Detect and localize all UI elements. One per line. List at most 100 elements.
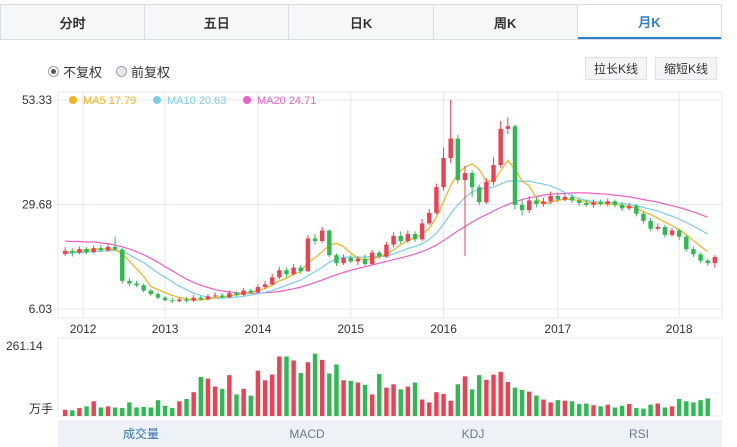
radio-label: 不复权 (63, 65, 103, 80)
candle-body (255, 287, 261, 293)
candle (462, 165, 468, 257)
candle (205, 294, 211, 301)
candle-body (491, 165, 496, 182)
candle-body (498, 128, 503, 166)
candle-body (591, 202, 596, 205)
tab-fenshi[interactable]: 分时 (1, 5, 146, 39)
candle-body (248, 290, 253, 293)
volume-bar (155, 400, 161, 416)
candle (434, 183, 439, 215)
candle-body (505, 126, 511, 129)
tab-kdj[interactable]: KDJ (461, 426, 485, 441)
candle (655, 223, 660, 231)
volume-bar (427, 402, 432, 416)
volume-bar (77, 408, 82, 416)
volume-bar (327, 373, 332, 416)
candle-body (484, 181, 489, 203)
candle-body (298, 267, 303, 272)
candle (555, 192, 560, 203)
candle-body (341, 257, 346, 264)
adjust-radio-group: 不复权 前复权 (48, 62, 170, 81)
candle (241, 287, 246, 296)
tab-macd[interactable]: MACD (289, 426, 325, 441)
volume-bar (619, 405, 625, 416)
volume-bar (134, 407, 139, 416)
candle (712, 255, 718, 268)
volume-bar (84, 406, 89, 416)
candle (548, 191, 553, 204)
tab-monthly-k[interactable]: 月K (577, 5, 722, 39)
candle-body (441, 158, 446, 188)
x-tick-label: 2014 (245, 322, 272, 336)
candle (491, 157, 496, 186)
candle-body (269, 277, 275, 285)
tab-daily-k[interactable]: 日K (289, 5, 434, 39)
candle (105, 242, 111, 252)
candle-body (191, 297, 196, 301)
candle (705, 258, 710, 266)
candle-body (669, 230, 675, 235)
radio-unchecked-icon (116, 66, 128, 77)
volume-bar (491, 374, 496, 416)
volume-bar (369, 394, 375, 416)
candle (441, 147, 446, 191)
volume-bar (348, 380, 353, 416)
candle (341, 254, 346, 265)
volume-bar (312, 353, 318, 416)
volume-bar (612, 407, 618, 416)
candle-body (112, 246, 118, 250)
volume-bar (605, 404, 610, 416)
candle-body (291, 267, 296, 275)
x-tick-label: 2018 (666, 322, 693, 336)
candle-body (241, 290, 246, 295)
volume-bar (405, 386, 411, 416)
candle (498, 120, 503, 168)
candle-body (648, 220, 653, 229)
candle (91, 245, 96, 254)
candle (170, 297, 175, 303)
candle (541, 197, 546, 207)
tab-weekly-k[interactable]: 周K (433, 5, 578, 39)
candle-body (405, 234, 411, 242)
tab-five-day[interactable]: 五日 (145, 5, 290, 39)
candle (305, 234, 311, 273)
candle (377, 250, 382, 259)
volume-bar (505, 381, 511, 416)
candle-body (227, 293, 232, 298)
volume-bar (398, 389, 403, 416)
tab-rsi[interactable]: RSI (628, 426, 649, 441)
shorten-k-button[interactable]: 缩短K线 (655, 57, 718, 80)
indicator-tabs: 成交量 MACD KDJ RSI (58, 420, 722, 447)
candle (477, 184, 482, 205)
candle-body (177, 299, 182, 302)
volume-bar (455, 384, 461, 416)
volume-bar (598, 406, 603, 416)
lengthen-k-button[interactable]: 拉长K线 (585, 57, 648, 80)
volume-bar (377, 374, 382, 416)
volume-bar (527, 391, 532, 416)
candle (212, 292, 218, 298)
candle-body (277, 270, 282, 278)
candle (634, 203, 639, 217)
candle (576, 198, 582, 206)
candle (127, 278, 132, 287)
candle-body (698, 254, 703, 261)
candle (248, 288, 253, 295)
radio-forward-adjust[interactable]: 前复权 (116, 62, 170, 81)
volume-bar (112, 407, 118, 416)
candle (112, 236, 118, 251)
volume-bar (626, 404, 632, 416)
candle (398, 231, 403, 244)
radio-no-adjust[interactable]: 不复权 (48, 62, 102, 81)
volume-bar (255, 370, 261, 416)
tab-volume[interactable]: 成交量 (122, 427, 159, 441)
candle-body (312, 238, 318, 242)
candle-body (419, 223, 425, 240)
candle-body (369, 252, 375, 265)
candle-body (84, 249, 89, 253)
volume-bar (298, 372, 303, 416)
candle (70, 248, 75, 257)
volume-bar (519, 389, 525, 416)
volume-bar (512, 387, 518, 416)
